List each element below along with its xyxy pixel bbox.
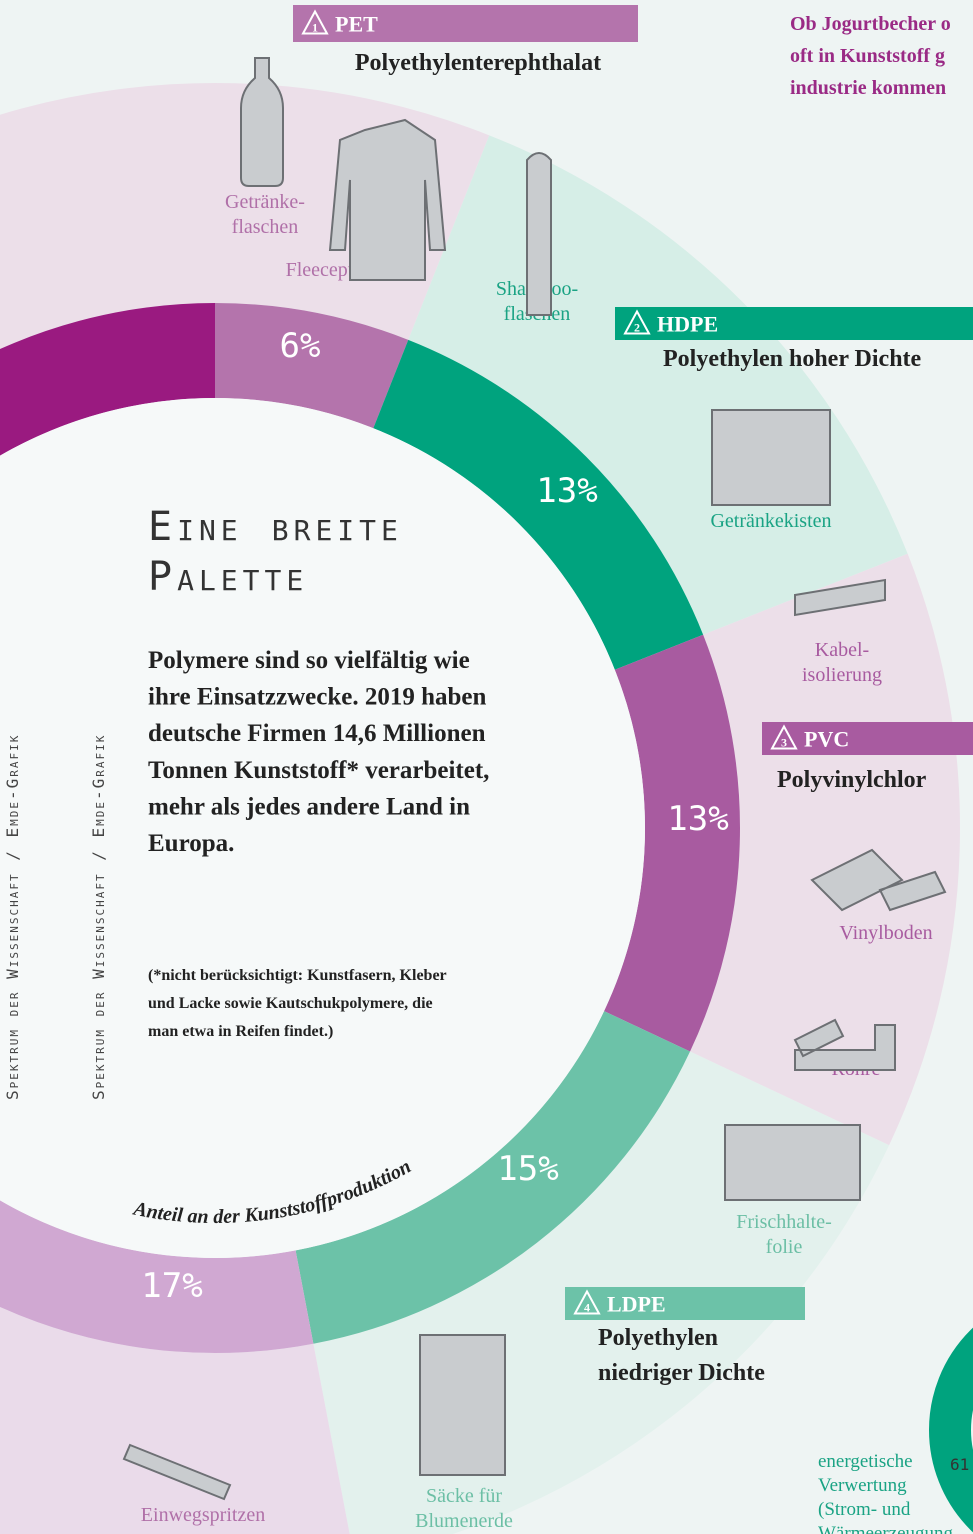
subtitle: Tonnen Kunststoff* verarbeitet, — [148, 757, 489, 784]
pale-area — [0, 1306, 350, 1534]
category-label: PVC — [804, 727, 849, 752]
category-label: PET — [335, 12, 378, 37]
product-icon — [724, 1124, 861, 1201]
product-icon — [419, 1334, 506, 1476]
plastic-name: Polyethylen — [598, 1325, 718, 1351]
value-label: 13% — [667, 799, 728, 839]
header-bar — [565, 1287, 805, 1320]
recycle-icon — [623, 309, 651, 335]
donut-segment — [215, 303, 409, 429]
credit: Spektrum der Wissenschaft / Emde-Grafik — [3, 734, 22, 1100]
inset-label: Wärmeerzeugung — [818, 1523, 954, 1534]
inset-label: Verwertung — [818, 1475, 907, 1496]
plastic-name: Polyvinylchlor — [777, 767, 927, 793]
category-label: LDPE — [607, 1292, 666, 1317]
header-bar — [615, 307, 973, 340]
product-label: Vinylboden — [839, 922, 932, 944]
recycle-icon — [301, 9, 329, 35]
intro-text: industrie kommen — [790, 77, 946, 99]
plastic-name: Polyethylenterephthalat — [355, 50, 601, 76]
recycle-code: 2 — [634, 321, 640, 335]
recycle-code: 1 — [312, 21, 318, 35]
category-label: HDPE — [657, 312, 718, 337]
chart-title: Eine breite — [148, 504, 403, 550]
product-label: Getränke- — [225, 191, 305, 213]
pale-area — [0, 83, 215, 350]
product-icon — [122, 1443, 232, 1501]
chart-title: Palette — [148, 554, 308, 600]
recycle-code: 4 — [584, 1301, 590, 1315]
value-label: 17% — [141, 1266, 202, 1306]
intro-text: Ob Jogurtbecher o — [790, 13, 951, 35]
note: (*nicht berücksichtigt: Kunstfasern, Kle… — [148, 967, 447, 984]
product-icon — [240, 57, 284, 187]
product-label: Frischhalte- — [736, 1211, 832, 1233]
donut-segment — [373, 339, 704, 670]
note: und Lacke sowie Kautschukpolymere, die — [148, 995, 433, 1012]
inset-label: (Strom- und — [818, 1499, 911, 1520]
inset-label: energetische — [818, 1451, 913, 1472]
value-label: 15% — [497, 1149, 558, 1189]
product-label: Getränkekisten — [710, 510, 831, 532]
product-label: Blumenerde — [415, 1510, 513, 1532]
value-label: 13% — [536, 471, 597, 511]
product-icon — [793, 1018, 896, 1071]
product-label: Säcke für — [426, 1485, 502, 1507]
product-label: flaschen — [232, 216, 299, 238]
subtitle: Europa. — [148, 830, 234, 857]
product-icon — [711, 409, 831, 506]
subtitle: Polymere sind so vielfältig wie — [148, 647, 470, 674]
value-label: 6% — [280, 326, 321, 366]
subtitle: deutsche Firmen 14,6 Millionen — [148, 720, 486, 747]
other-segment — [0, 303, 215, 456]
plastic-name: niedriger Dichte — [598, 1360, 765, 1386]
credit: Spektrum der Wissenschaft / Emde-Grafik — [89, 734, 108, 1100]
product-label: folie — [766, 1236, 803, 1258]
product-icon — [328, 118, 447, 281]
product-icon — [526, 152, 552, 316]
donut-segment — [604, 634, 740, 1052]
header-bar — [762, 722, 973, 755]
plastic-name: Polyethylen hoher Dichte — [663, 346, 922, 372]
recycle-code: 3 — [781, 736, 787, 750]
intro-text: oft in Kunststoff g — [790, 45, 945, 67]
donut-segment — [0, 1200, 314, 1353]
inset-ring — [929, 1328, 973, 1532]
product-icon — [794, 578, 886, 617]
inner-circle — [0, 398, 645, 1258]
product-label: Einwegspritzen — [141, 1504, 265, 1526]
product-icon — [810, 848, 947, 912]
header-bar — [293, 5, 638, 42]
note: man etwa in Reifen findet.) — [148, 1023, 333, 1040]
subtitle: ihre Einsatzzwecke. 2019 haben — [148, 684, 487, 711]
inset-value: 61 — [950, 1455, 969, 1474]
product-label: isolierung — [802, 664, 882, 686]
recycle-icon — [573, 1289, 601, 1315]
product-label: Kabel- — [815, 639, 869, 661]
subtitle: mehr als jedes andere Land in — [148, 793, 470, 820]
recycle-icon — [770, 724, 798, 750]
pale-area — [690, 553, 960, 1146]
donut-segment — [295, 1011, 691, 1344]
